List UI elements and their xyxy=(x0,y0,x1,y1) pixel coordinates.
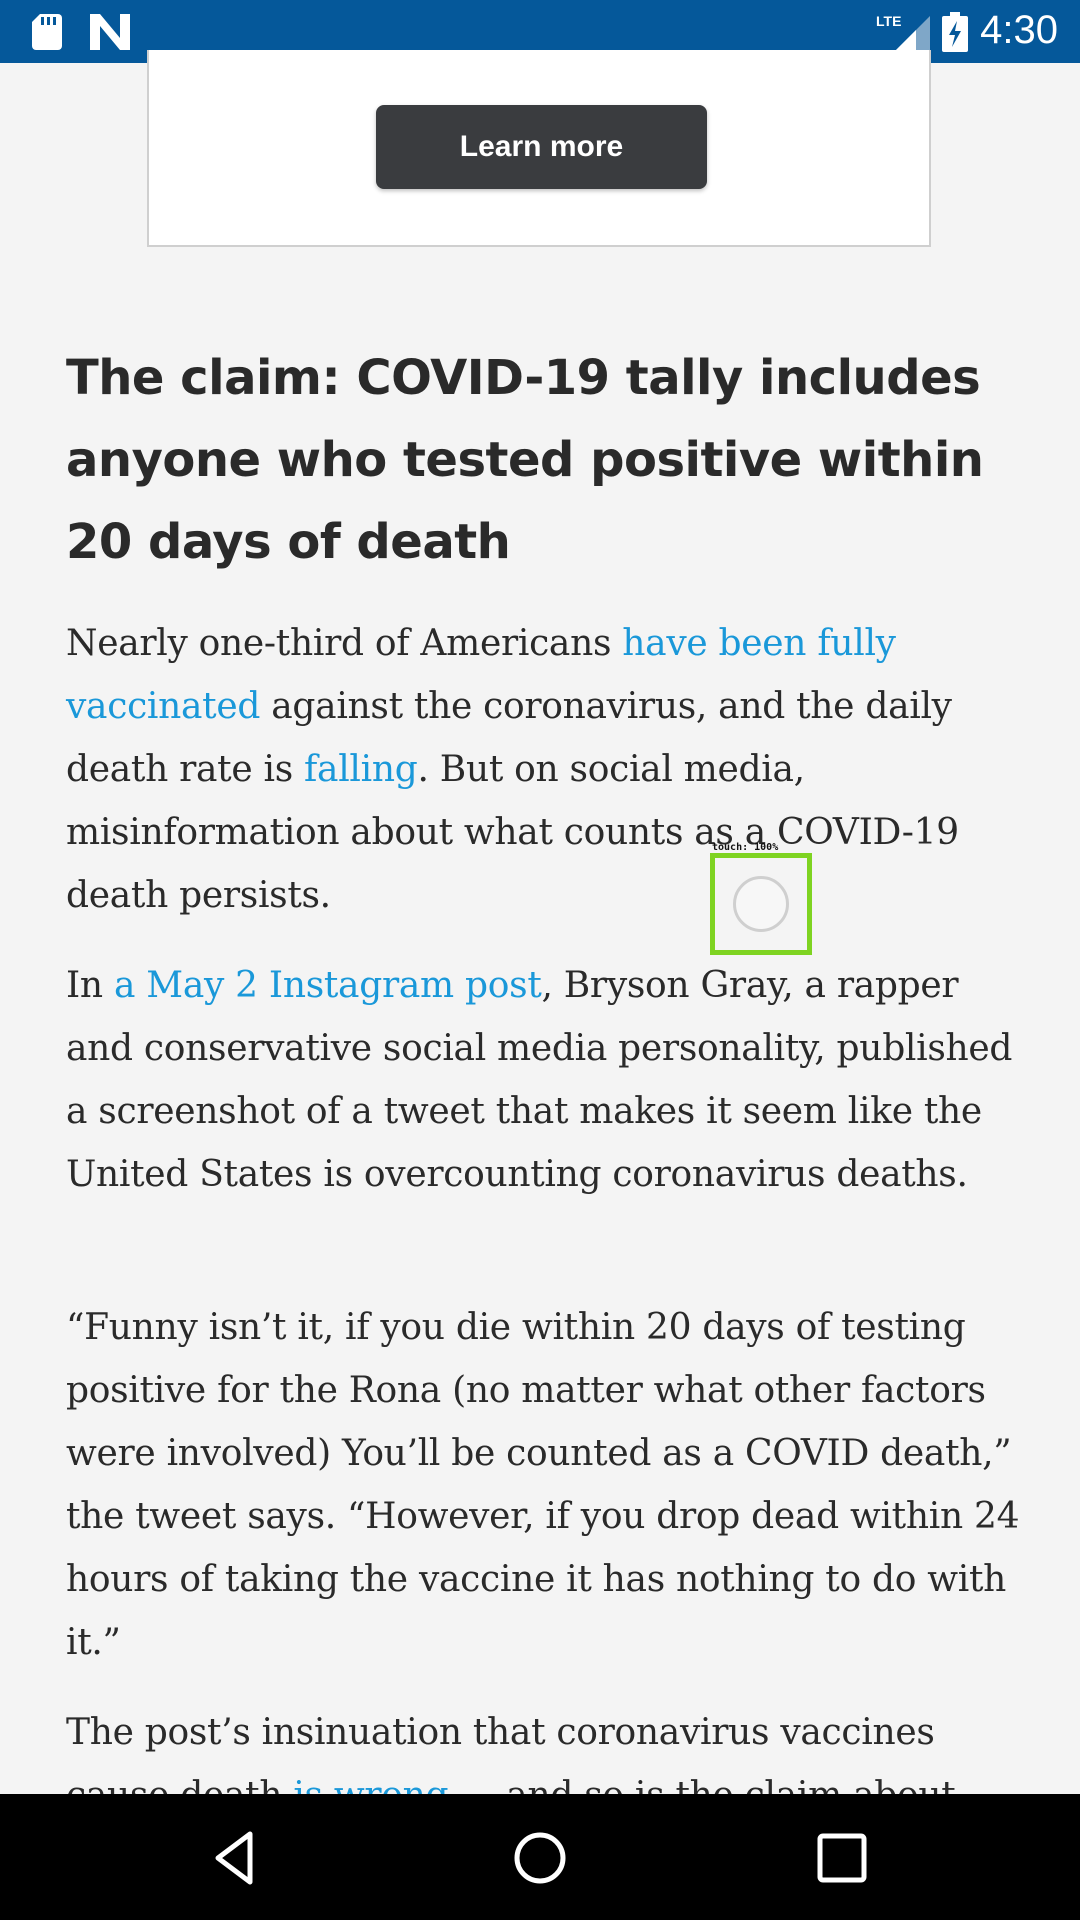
touch-indicator-label: touch: 100% xyxy=(712,842,779,853)
link-instagram-post[interactable]: a May 2 Instagram post xyxy=(113,965,542,1006)
recent-apps-icon[interactable] xyxy=(810,1826,874,1890)
paragraph-text: Nearly one-third of Americans xyxy=(66,623,623,664)
sd-card-icon xyxy=(32,14,62,50)
paragraph-text: , Bryson Gray, a rapper and conservative… xyxy=(66,965,1013,1195)
learn-more-button[interactable]: Learn more xyxy=(376,105,707,189)
lte-signal-icon: LTE xyxy=(876,13,930,52)
link-falling[interactable]: falling xyxy=(304,749,418,790)
touch-point-icon xyxy=(733,876,789,932)
touch-indicator xyxy=(710,853,812,955)
navigation-bar xyxy=(0,1794,1080,1920)
link-have-been-fully-vaccinated[interactable]: have been fully vaccinated xyxy=(66,623,896,727)
paragraph-text: In xyxy=(66,965,114,1006)
n-notification-icon xyxy=(90,14,130,50)
paragraph-text: against the coronavirus, and the daily d… xyxy=(66,686,952,790)
article-paragraph: Nearly one-third of Americans have been … xyxy=(66,612,1026,927)
article-paragraph-quote: “Funny isn’t it, if you die within 20 da… xyxy=(66,1307,1020,1663)
battery-charging-icon xyxy=(942,12,968,52)
svg-text:LTE: LTE xyxy=(876,13,901,29)
back-icon[interactable] xyxy=(204,1826,268,1890)
article-paragraph: In a May 2 Instagram post, Bryson Gray, … xyxy=(66,954,1026,1206)
home-icon[interactable] xyxy=(508,1826,572,1890)
status-time: 4:30 xyxy=(980,8,1058,52)
paragraph-text: . But on social media, misinformation ab… xyxy=(66,749,959,916)
ad-card: Learn more xyxy=(147,50,931,247)
article-headline: The claim: COVID-19 tally includes anyon… xyxy=(66,350,984,570)
